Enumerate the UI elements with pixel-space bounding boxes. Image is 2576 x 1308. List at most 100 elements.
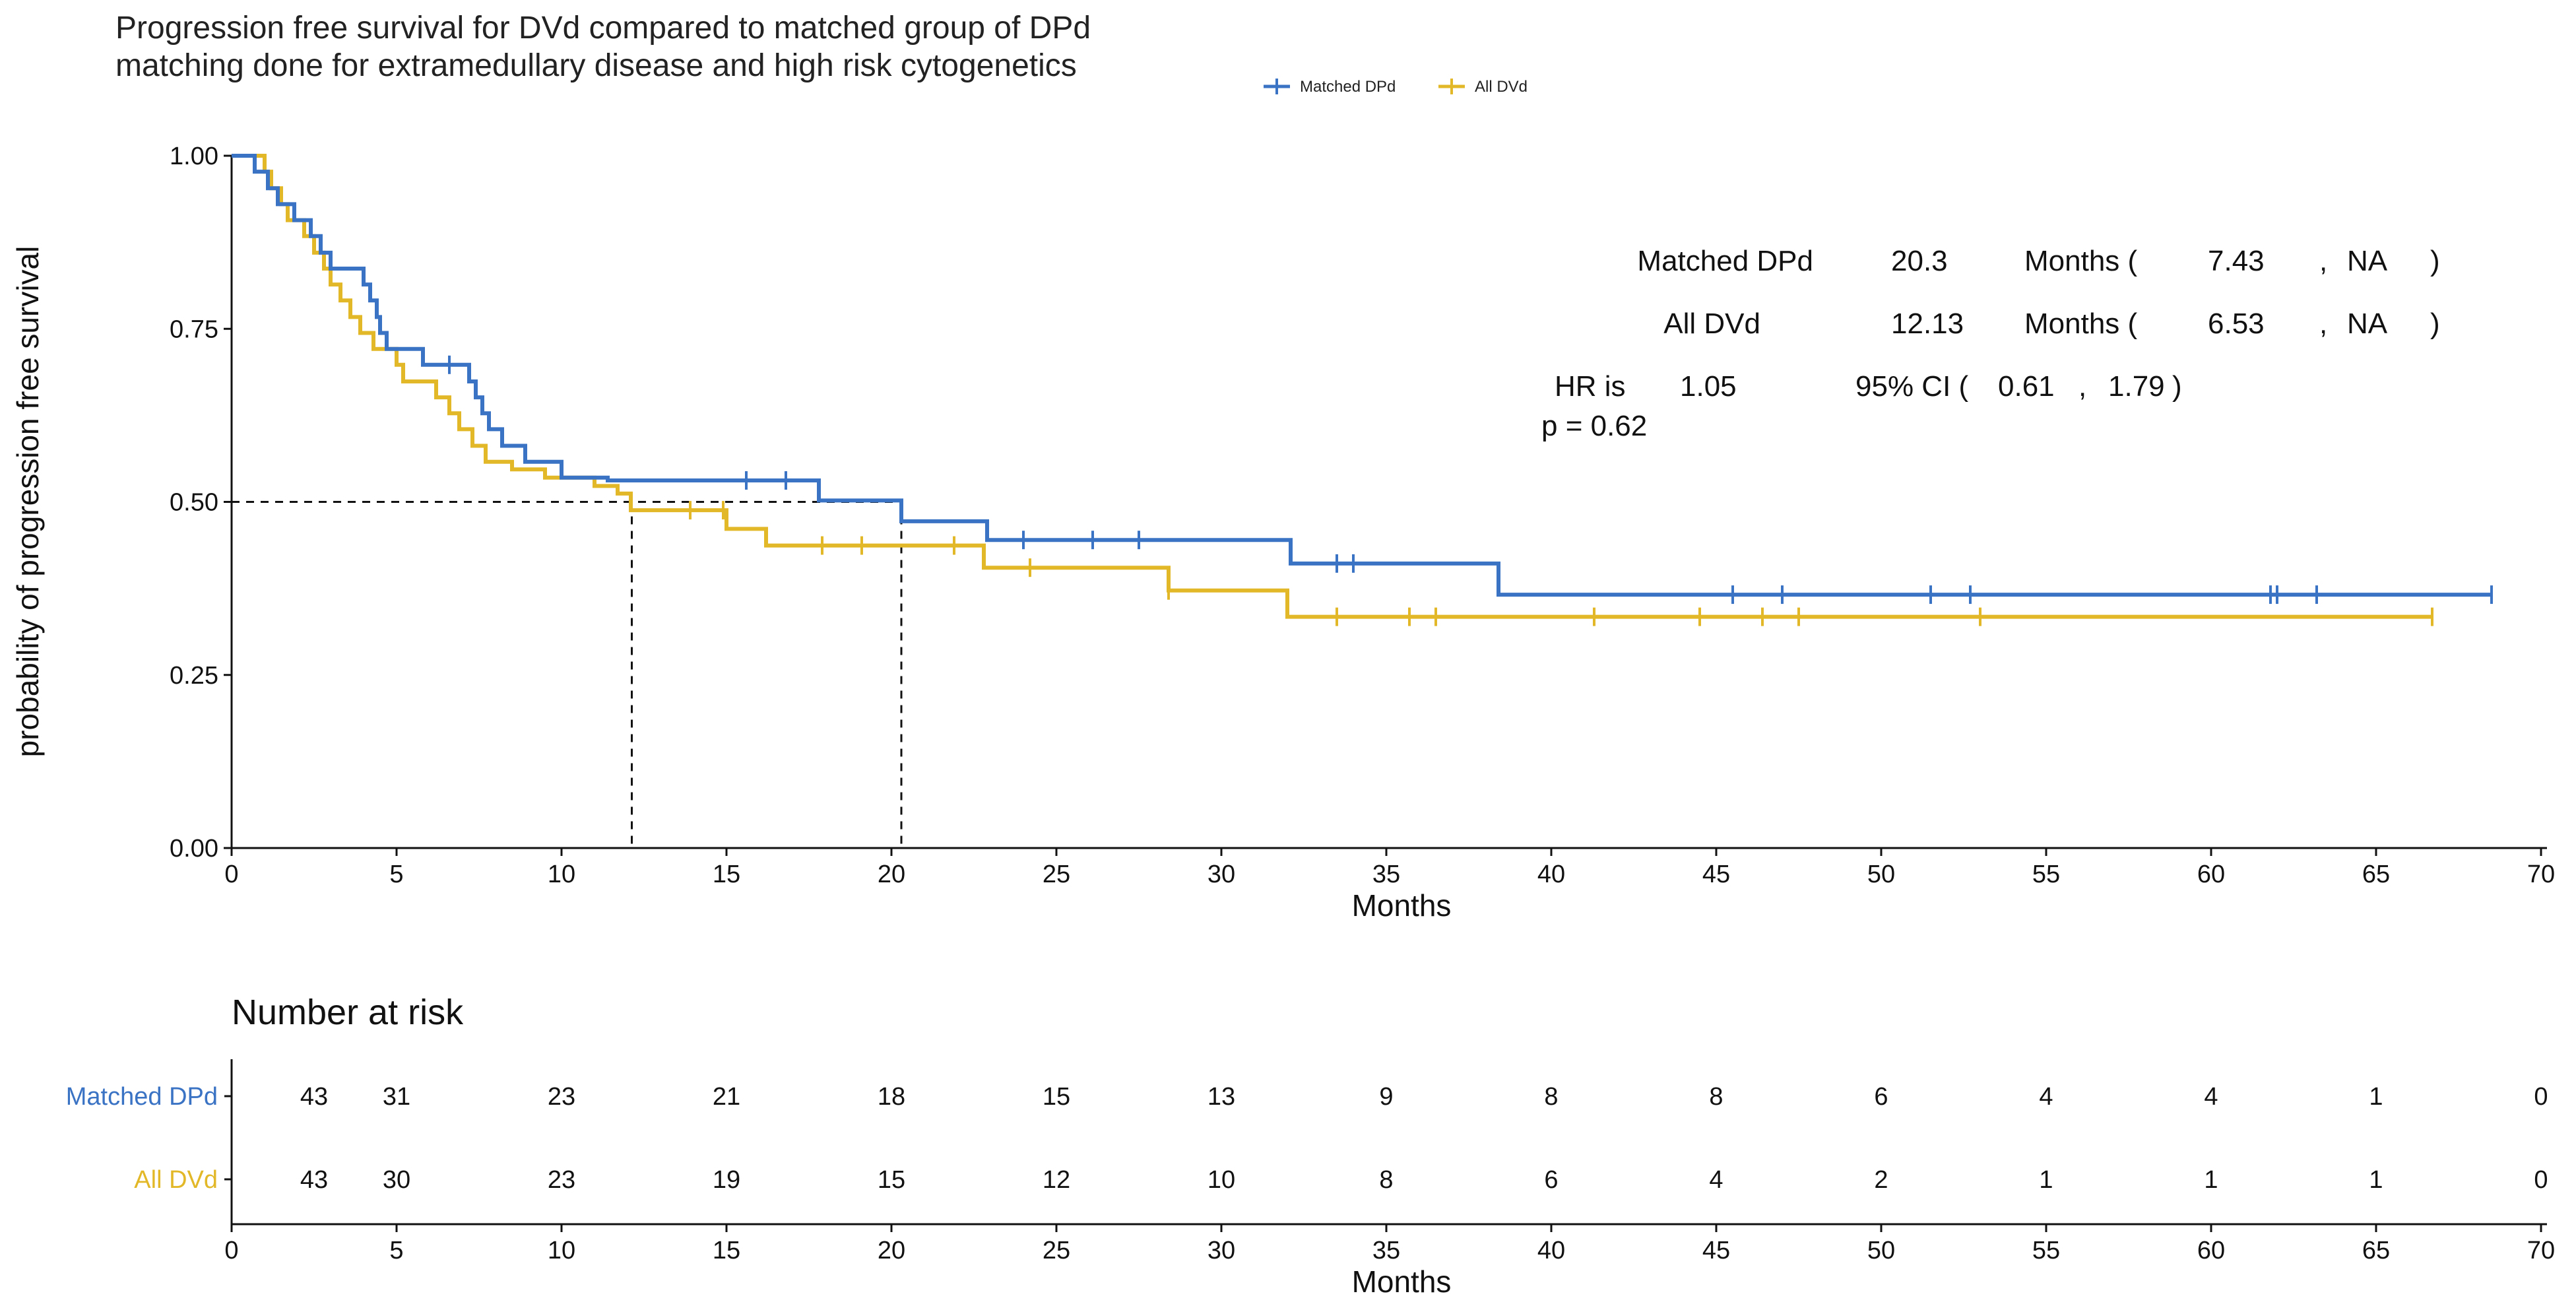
x-tick-label: 55 <box>2032 861 2060 888</box>
x-tick-label: 65 <box>2362 861 2390 888</box>
x-tick-label: 60 <box>2197 861 2225 888</box>
risk-value: 15 <box>1043 1083 1070 1111</box>
x-ticks: 0 5 10 15 20 25 30 35 40 45 50 55 60 65 70 <box>224 848 2555 888</box>
risk-value: 6 <box>1874 1083 1888 1111</box>
risk-value: 21 <box>713 1083 740 1111</box>
risk-value: 12 <box>1043 1166 1070 1194</box>
ann-row2-upper: NA <box>2347 308 2388 340</box>
risk-row-label-all-dvd: All DVd <box>134 1166 218 1194</box>
ann-hr-value: 1.05 <box>1680 370 1737 403</box>
risk-x-tick-label: 30 <box>1208 1237 1235 1264</box>
x-tick-label: 30 <box>1208 861 1235 888</box>
risk-value: 23 <box>548 1083 575 1111</box>
risk-value: 15 <box>878 1166 905 1194</box>
risk-x-axis-label: Months <box>1352 1264 1452 1299</box>
x-axis-label: Months <box>1352 888 1452 923</box>
risk-value: 31 <box>383 1083 410 1111</box>
main-axes: 0.00 0.25 0.50 0.75 1.00 0 5 10 15 20 25 30 35 40 45 5… <box>11 143 2555 923</box>
chart-title-line1: Progression free survival for DVd compar… <box>115 11 1091 46</box>
survival-curve-matched-dpd <box>232 154 2492 597</box>
risk-x-tick-label: 70 <box>2527 1237 2555 1264</box>
risk-table: Number at risk Matched DPd All DVd 43 31 2… <box>66 993 2555 1299</box>
ann-hr-sep: , <box>2078 370 2086 403</box>
ann-hr-close: ) <box>2172 370 2182 403</box>
x-tick-label: 35 <box>1372 861 1400 888</box>
x-tick-label: 15 <box>713 861 740 888</box>
risk-value: 13 <box>1208 1083 1235 1111</box>
x-tick-label: 40 <box>1537 861 1565 888</box>
risk-value: 4 <box>1709 1166 1723 1194</box>
risk-x-tick-label: 10 <box>548 1237 575 1264</box>
legend-label-all-dvd: All DVd <box>1475 78 1528 96</box>
y-tick-label: 0.25 <box>170 662 218 690</box>
ann-row1-upper: NA <box>2347 245 2388 277</box>
risk-value: 10 <box>1208 1166 1235 1194</box>
ann-hr-upper: 1.79 <box>2108 370 2165 403</box>
risk-value: 8 <box>1709 1083 1723 1111</box>
risk-value: 1 <box>2369 1083 2383 1111</box>
risk-values: 43 31 23 21 18 15 13 9 8 8 6 4 4 1 043 30 23 19 15 12 10 8 6 4 2… <box>300 1083 2548 1194</box>
risk-value: 8 <box>1379 1166 1393 1194</box>
risk-value: 0 <box>2534 1083 2548 1111</box>
risk-value: 1 <box>2039 1166 2053 1194</box>
ann-row2-close: ) <box>2430 308 2440 340</box>
risk-value: 1 <box>2204 1166 2218 1194</box>
x-tick-label: 0 <box>224 861 238 888</box>
ann-row2-label: All DVd <box>1663 308 1760 340</box>
risk-row-label-matched-dpd: Matched DPd <box>66 1083 218 1111</box>
risk-value: 0 <box>2534 1166 2548 1194</box>
ann-row1-lower: 7.43 <box>2208 245 2265 277</box>
risk-x-tick-label: 20 <box>878 1237 905 1264</box>
risk-x-tick-label: 25 <box>1043 1237 1070 1264</box>
risk-value: 2 <box>1874 1166 1888 1194</box>
risk-x-tick-label: 40 <box>1537 1237 1565 1264</box>
risk-value: 18 <box>878 1083 905 1111</box>
risk-x-tick-label: 0 <box>224 1237 238 1264</box>
ann-row1-close: ) <box>2430 245 2440 277</box>
risk-x-tick-label: 50 <box>1867 1237 1895 1264</box>
ann-row2-sep: , <box>2319 308 2327 340</box>
risk-value: 19 <box>713 1166 740 1194</box>
risk-value: 8 <box>1544 1083 1558 1111</box>
risk-x-tick-label: 5 <box>389 1237 403 1264</box>
risk-value: 4 <box>2039 1083 2053 1111</box>
risk-x-tick-label: 35 <box>1372 1237 1400 1264</box>
ann-hr-ci-label: 95% CI ( <box>1855 370 1969 403</box>
x-tick-label: 45 <box>1702 861 1730 888</box>
y-tick-label: 1.00 <box>170 143 218 170</box>
ann-row1-sep: , <box>2319 245 2327 277</box>
risk-x-tick-label: 65 <box>2362 1237 2390 1264</box>
y-axis-label: probability of progression free survival <box>11 246 45 758</box>
survival-curves <box>232 154 2493 626</box>
risk-value: 4 <box>2204 1083 2218 1111</box>
y-tick-label: 0.75 <box>170 315 218 343</box>
risk-x-tick-label: 45 <box>1702 1237 1730 1264</box>
risk-value: 6 <box>1544 1166 1558 1194</box>
risk-value: 43 <box>300 1083 328 1111</box>
chart-title-line2: matching done for extramedullary disease… <box>115 48 1077 83</box>
legend-label-matched-dpd: Matched DPd <box>1300 78 1396 96</box>
x-tick-label: 25 <box>1043 861 1070 888</box>
x-tick-label: 5 <box>389 861 403 888</box>
x-tick-label: 10 <box>548 861 575 888</box>
ann-p-value: p = 0.62 <box>1541 410 1647 442</box>
x-tick-label: 50 <box>1867 861 1895 888</box>
y-ticks: 0.00 0.25 0.50 0.75 1.00 <box>170 143 232 863</box>
ann-row1-unit: Months ( <box>2024 245 2138 277</box>
risk-value: 1 <box>2369 1166 2383 1194</box>
risk-x-tick-label: 55 <box>2032 1237 2060 1264</box>
risk-table-title: Number at risk <box>232 993 464 1032</box>
median-reference-lines <box>232 501 903 848</box>
risk-x-tick-label: 60 <box>2197 1237 2225 1264</box>
x-tick-label: 70 <box>2527 861 2555 888</box>
legend: Matched DPd All DVd <box>1264 78 1528 96</box>
risk-x-tick-label: 15 <box>713 1237 740 1264</box>
ann-row1-median: 20.3 <box>1891 245 1948 277</box>
y-tick-label: 0.00 <box>170 835 218 863</box>
ann-row1-label: Matched DPd <box>1637 245 1813 277</box>
ann-row2-unit: Months ( <box>2024 308 2138 340</box>
ann-hr-prefix: HR is <box>1555 370 1626 403</box>
risk-x-ticks: 0 5 10 15 20 25 30 35 40 45 50 55 60 65 70 <box>224 1224 2555 1264</box>
risk-value: 30 <box>383 1166 410 1194</box>
